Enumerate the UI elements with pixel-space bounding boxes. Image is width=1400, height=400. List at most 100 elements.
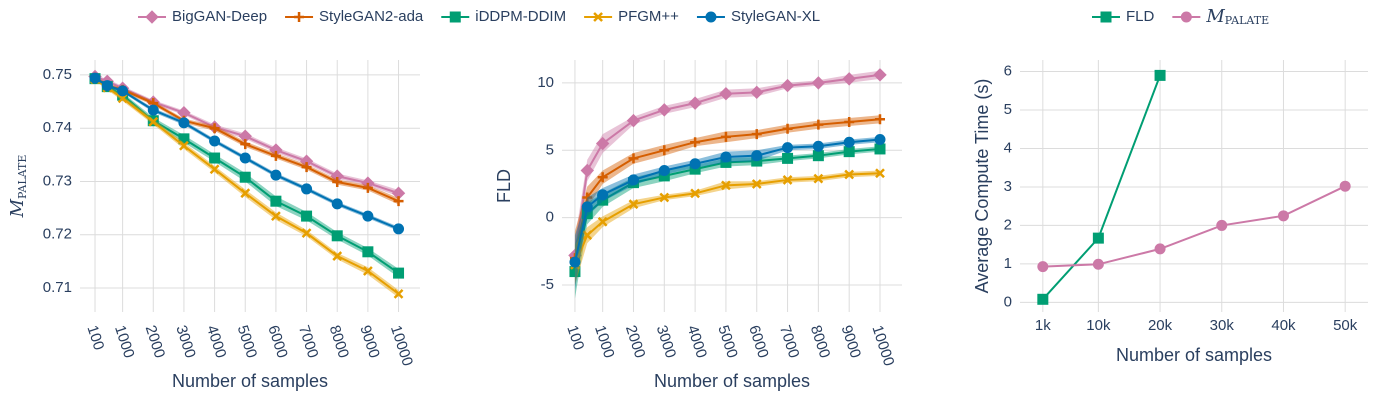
x-tick-label: 5000 (714, 323, 740, 360)
marker (580, 163, 594, 178)
y-tick-label: 6 (1004, 63, 1012, 80)
x-tick-label: 3000 (653, 323, 679, 360)
marker (628, 153, 639, 164)
legend-item: BigGAN-Deep (138, 8, 267, 25)
y-axis-title: MPALATE (7, 155, 29, 219)
legend-label: iDDPM-DDIM (475, 8, 566, 25)
x-tick-label: 3000 (172, 323, 198, 360)
marker (782, 123, 793, 134)
marker (842, 72, 856, 86)
legend-label: StyleGAN2-ada (319, 8, 424, 25)
marker (209, 152, 221, 164)
marker (597, 216, 608, 227)
x-tick-label: 4000 (203, 323, 229, 360)
x-tick-label: 9000 (838, 323, 864, 360)
legend-item: iDDPM-DDIM (441, 8, 566, 25)
marker (147, 104, 159, 116)
marker (101, 80, 113, 92)
marker (721, 180, 731, 191)
marker (1037, 293, 1049, 305)
legend-item: StyleGAN-XL (696, 8, 820, 25)
error-band (574, 115, 880, 286)
marker (595, 136, 610, 151)
legend-item: PFGM++ (584, 8, 679, 25)
marker (659, 145, 670, 156)
legend-label: PFGM++ (618, 8, 679, 25)
marker (874, 143, 886, 155)
marker (812, 140, 824, 152)
marker (719, 86, 733, 101)
marker (1092, 232, 1104, 244)
marker (628, 199, 639, 210)
marker (751, 150, 763, 162)
x-tick-label: 8000 (326, 323, 352, 360)
marker (688, 96, 702, 110)
legend-label: StyleGAN-XL (731, 8, 820, 25)
marker (89, 72, 101, 84)
x-tick-label: 10000 (387, 323, 416, 368)
x-tick-label: 20k (1148, 317, 1173, 334)
x-tick-label: 4000 (684, 323, 710, 360)
x-tick-label: 40k (1271, 317, 1296, 334)
y-tick-label: 1 (1004, 255, 1012, 272)
marker (1154, 69, 1166, 81)
marker (209, 164, 220, 175)
marker (813, 119, 824, 130)
marker (178, 133, 190, 145)
marker (751, 129, 762, 140)
marker (690, 137, 701, 148)
x-tick-label: 9000 (356, 323, 382, 360)
legend-item: StyleGAN2-ada (285, 8, 424, 25)
y-tick-label: 5 (546, 141, 554, 158)
y-tick-label: 0.75 (43, 66, 72, 83)
marker (875, 168, 885, 179)
marker (148, 116, 159, 127)
marker (294, 12, 305, 22)
marker (393, 223, 405, 235)
plot-area (88, 69, 406, 299)
y-tick-label: -5 (541, 276, 554, 293)
error-band (95, 75, 399, 205)
error-band (574, 170, 880, 286)
legend-label-sub: PALATE (1225, 14, 1269, 27)
marker (874, 114, 885, 125)
marker (1216, 219, 1228, 231)
marker (301, 228, 312, 239)
marker (270, 169, 282, 181)
marker (301, 210, 313, 222)
x-tick-label: 2000 (142, 323, 168, 360)
x-tick-label: 6000 (264, 323, 290, 360)
marker (581, 201, 593, 213)
marker (626, 113, 641, 128)
marker (270, 150, 281, 161)
marker (811, 76, 826, 90)
x-tick-label: 7000 (295, 323, 321, 360)
marker (117, 85, 129, 97)
legend-label-main: M (1205, 6, 1225, 27)
marker (1100, 11, 1112, 23)
marker (657, 103, 672, 117)
x-tick-label: 10k (1086, 317, 1111, 334)
marker (240, 139, 251, 150)
marker (1180, 11, 1192, 23)
x-axis-title: Number of samples (1116, 345, 1272, 365)
marker (301, 183, 313, 195)
error-band (95, 77, 399, 298)
legend-item: FLD (1092, 8, 1155, 25)
marker (1277, 210, 1289, 222)
x-tick-label: 30k (1210, 317, 1235, 334)
legend-label: FLD (1126, 8, 1155, 25)
y-tick-label: 10 (537, 74, 554, 91)
marker (1339, 180, 1351, 192)
marker (393, 196, 404, 207)
marker (179, 140, 189, 151)
y-axis-title-sub: PALATE (16, 155, 29, 199)
marker (271, 211, 281, 221)
marker (720, 151, 732, 163)
marker (874, 134, 886, 146)
x-tick-label: 1000 (111, 323, 137, 360)
marker (843, 136, 855, 148)
plot-area (568, 68, 887, 299)
x-tick-label: 2000 (622, 323, 648, 360)
